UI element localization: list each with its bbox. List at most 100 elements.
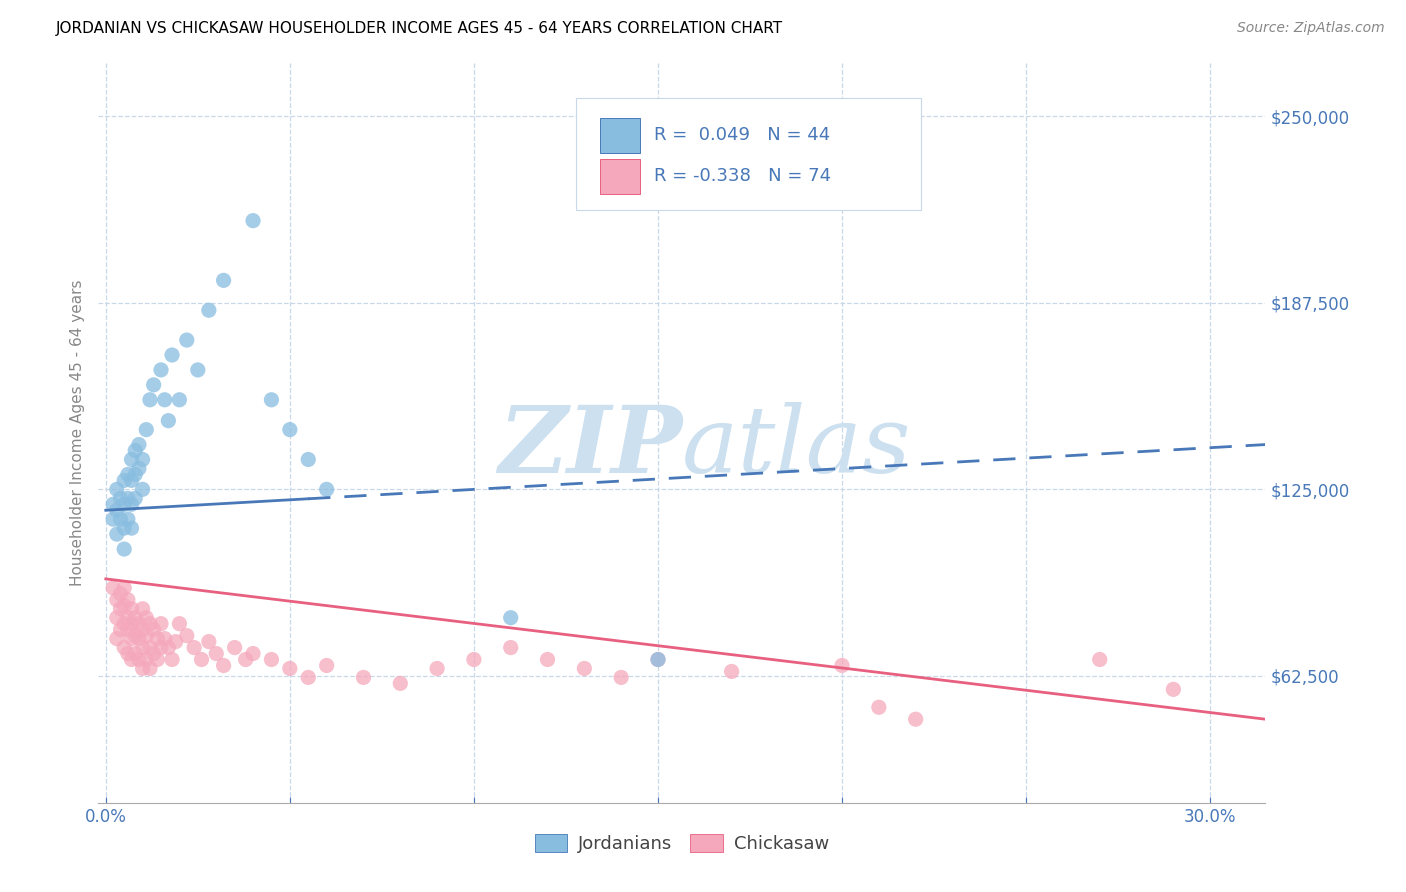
Point bbox=[389, 676, 412, 690]
Point bbox=[105, 592, 128, 607]
Point bbox=[169, 616, 191, 631]
Point bbox=[101, 512, 124, 526]
Point bbox=[190, 652, 212, 666]
Point bbox=[353, 670, 375, 684]
Point bbox=[105, 632, 128, 646]
Point bbox=[176, 629, 198, 643]
Point bbox=[121, 497, 143, 511]
Point bbox=[135, 629, 157, 643]
Text: atlas: atlas bbox=[682, 402, 911, 492]
Point bbox=[150, 616, 173, 631]
Point bbox=[260, 652, 283, 666]
Point bbox=[110, 512, 132, 526]
Point bbox=[110, 587, 132, 601]
Point bbox=[187, 363, 209, 377]
Point bbox=[1088, 652, 1111, 666]
Point bbox=[110, 491, 132, 506]
Point bbox=[117, 647, 139, 661]
Point bbox=[121, 616, 143, 631]
Point bbox=[117, 491, 139, 506]
Point bbox=[205, 647, 228, 661]
Text: R = -0.338   N = 74: R = -0.338 N = 74 bbox=[654, 168, 831, 186]
Point bbox=[153, 392, 176, 407]
Point bbox=[146, 632, 169, 646]
Point bbox=[117, 623, 139, 637]
Point bbox=[131, 623, 153, 637]
Point bbox=[150, 640, 173, 655]
Point bbox=[868, 700, 890, 714]
Point bbox=[105, 610, 128, 624]
Point bbox=[157, 414, 180, 428]
Point bbox=[235, 652, 257, 666]
Point bbox=[124, 443, 146, 458]
Point bbox=[112, 521, 135, 535]
Point bbox=[574, 661, 596, 675]
Point bbox=[124, 629, 146, 643]
Point bbox=[536, 652, 558, 666]
Point bbox=[110, 623, 132, 637]
Point bbox=[139, 616, 162, 631]
Point bbox=[499, 610, 522, 624]
Point bbox=[242, 213, 264, 227]
Point bbox=[110, 601, 132, 615]
Point bbox=[160, 348, 183, 362]
Point bbox=[131, 483, 153, 497]
Point bbox=[212, 658, 235, 673]
Text: JORDANIAN VS CHICKASAW HOUSEHOLDER INCOME AGES 45 - 64 YEARS CORRELATION CHART: JORDANIAN VS CHICKASAW HOUSEHOLDER INCOM… bbox=[56, 21, 783, 36]
Point bbox=[131, 452, 153, 467]
Point bbox=[610, 670, 633, 684]
Point bbox=[101, 581, 124, 595]
Point bbox=[131, 640, 153, 655]
Point bbox=[131, 661, 153, 675]
Point bbox=[499, 640, 522, 655]
Point bbox=[1163, 682, 1185, 697]
Point bbox=[117, 592, 139, 607]
Point bbox=[647, 652, 669, 666]
Point bbox=[121, 474, 143, 488]
Point bbox=[153, 632, 176, 646]
Point bbox=[224, 640, 246, 655]
Point bbox=[139, 392, 162, 407]
Point bbox=[135, 652, 157, 666]
Point bbox=[128, 437, 150, 451]
Point bbox=[112, 599, 135, 613]
Text: R =  0.049   N = 44: R = 0.049 N = 44 bbox=[654, 127, 830, 145]
Point bbox=[128, 461, 150, 475]
Point bbox=[121, 652, 143, 666]
Point bbox=[124, 467, 146, 482]
Point bbox=[647, 652, 669, 666]
Point bbox=[121, 632, 143, 646]
Point bbox=[150, 363, 173, 377]
Point bbox=[242, 647, 264, 661]
Point bbox=[176, 333, 198, 347]
Point bbox=[117, 467, 139, 482]
Point bbox=[169, 392, 191, 407]
Point bbox=[198, 303, 221, 318]
Point bbox=[105, 503, 128, 517]
Point bbox=[139, 661, 162, 675]
Point bbox=[315, 483, 337, 497]
Point bbox=[128, 616, 150, 631]
Point bbox=[124, 610, 146, 624]
Point bbox=[831, 658, 853, 673]
Point bbox=[260, 392, 283, 407]
Point bbox=[121, 521, 143, 535]
Point bbox=[112, 542, 135, 557]
Legend: Jordanians, Chickasaw: Jordanians, Chickasaw bbox=[527, 827, 837, 861]
Point bbox=[112, 616, 135, 631]
Point bbox=[124, 647, 146, 661]
Point bbox=[117, 512, 139, 526]
Point bbox=[135, 610, 157, 624]
Text: Source: ZipAtlas.com: Source: ZipAtlas.com bbox=[1237, 21, 1385, 35]
Point bbox=[105, 527, 128, 541]
Point bbox=[105, 483, 128, 497]
Point bbox=[135, 423, 157, 437]
Point bbox=[278, 661, 301, 675]
Point bbox=[112, 474, 135, 488]
Point bbox=[121, 601, 143, 615]
Point bbox=[297, 670, 319, 684]
Point bbox=[904, 712, 927, 726]
Point bbox=[124, 491, 146, 506]
Point bbox=[142, 623, 165, 637]
Point bbox=[183, 640, 205, 655]
